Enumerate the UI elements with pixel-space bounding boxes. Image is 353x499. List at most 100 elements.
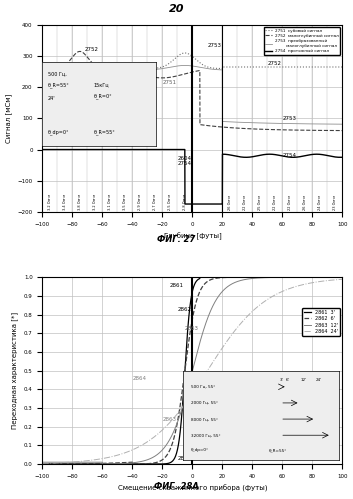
- Line: 2864  24': 2864 24': [42, 279, 342, 463]
- Text: 2863: 2863: [185, 325, 199, 330]
- 2863  12': [100, 461, 104, 467]
- 2863  12': [178, 411, 183, 417]
- Text: 2862: 2862: [185, 447, 199, 452]
- Text: 2752: 2752: [84, 47, 98, 52]
- Text: 22 Ом·м: 22 Ом·м: [288, 195, 292, 210]
- 2754: [340, 154, 345, 160]
- 2862  6': [186, 341, 191, 347]
- Text: 26 Ом·м: 26 Ом·м: [228, 195, 232, 210]
- 2862  6': [178, 401, 183, 407]
- Text: 2861: 2861: [178, 456, 191, 462]
- 2753: [40, 67, 44, 73]
- 2753: [331, 121, 336, 127]
- 2862  6': [332, 274, 336, 280]
- 2754: [331, 154, 336, 160]
- Line: 2752: 2752: [42, 51, 342, 131]
- 2754: [55, 147, 60, 153]
- 2752: [332, 128, 336, 134]
- 2752: [40, 65, 44, 71]
- 2862  6': [130, 461, 134, 467]
- Text: 2.5 Ом·м: 2.5 Ом·м: [168, 194, 172, 210]
- 2864  24': [40, 460, 44, 466]
- Text: 2753: 2753: [208, 43, 221, 48]
- 2864  24': [331, 277, 336, 283]
- 2751: [340, 64, 345, 70]
- Text: 3.5 Ом·м: 3.5 Ом·м: [123, 194, 127, 210]
- 2863  12': [55, 459, 60, 465]
- Text: ФИГ. 28А: ФИГ. 28А: [154, 482, 199, 491]
- 2751: [332, 64, 336, 70]
- Line: 2753: 2753: [42, 65, 342, 124]
- 2861  3': [40, 461, 44, 467]
- 2752: [186, 70, 191, 76]
- 2861  3': [55, 461, 60, 467]
- Text: 3.4 Ом·м: 3.4 Ом·м: [63, 194, 67, 210]
- 2861  3': [332, 274, 336, 280]
- Line: 2863  12': 2863 12': [42, 277, 342, 464]
- 2861  3': [277, 274, 281, 280]
- 2751: [40, 65, 44, 71]
- Text: 23 Ом·м: 23 Ом·м: [333, 195, 337, 210]
- 2753: [277, 120, 281, 126]
- Text: 2604: 2604: [178, 156, 191, 161]
- X-axis label: Глубина [футы]: Глубина [футы]: [163, 232, 221, 240]
- 2862  6': [331, 274, 336, 280]
- Text: 2752: 2752: [268, 61, 281, 66]
- 2752: [55, 65, 60, 71]
- Text: 2754: 2754: [282, 153, 297, 158]
- 2862  6': [40, 461, 44, 467]
- 2754: [178, 147, 183, 153]
- 2753: [340, 121, 345, 127]
- Text: 2861: 2861: [170, 282, 184, 287]
- Line: 2751: 2751: [42, 53, 342, 68]
- Text: 2.8 Ом·м: 2.8 Ом·м: [183, 194, 187, 210]
- Legend: 2751  субовый сигнал, 2752  малоглубинный сигнал, 2753  преобразованный
        : 2751 субовый сигнал, 2752 малоглубинный …: [264, 27, 340, 55]
- 2751: [186, 51, 191, 57]
- 2863  12': [332, 274, 336, 280]
- 2864  24': [276, 290, 281, 296]
- Text: 2862: 2862: [178, 307, 191, 312]
- Text: 2863: 2863: [162, 417, 176, 422]
- Text: 22 Ом·м: 22 Ом·м: [243, 195, 247, 210]
- Text: 20: 20: [169, 4, 184, 14]
- X-axis label: Смещение скважинного прибора (футы): Смещение скважинного прибора (футы): [118, 485, 267, 492]
- 2753: [332, 121, 336, 127]
- 2863  12': [186, 383, 191, 389]
- 2752: [340, 128, 345, 134]
- 2863  12': [40, 459, 44, 465]
- 2752: [331, 128, 336, 134]
- 2751: [178, 51, 183, 57]
- 2862  6': [340, 274, 345, 280]
- 2754: [277, 152, 281, 158]
- 2753: [183, 62, 187, 68]
- 2753: [186, 62, 191, 68]
- 2754: [186, 201, 191, 207]
- 2751: [277, 64, 281, 70]
- Text: 2.9 Ом·м: 2.9 Ом·м: [138, 194, 142, 210]
- 2754: [183, 201, 187, 207]
- 2863  12': [331, 274, 336, 280]
- Text: 2.7 Ом·м: 2.7 Ом·м: [153, 194, 157, 210]
- 2752: [78, 48, 82, 54]
- Text: 24 Ом·м: 24 Ом·м: [318, 195, 322, 210]
- 2754: [332, 154, 336, 160]
- Y-axis label: Переходная характеристика [*]: Переходная характеристика [*]: [12, 312, 18, 429]
- 2862  6': [277, 274, 281, 280]
- 2751: [331, 64, 336, 70]
- Line: 2754: 2754: [42, 150, 342, 204]
- Text: 2754: 2754: [178, 161, 191, 166]
- Text: 3.2 Ом·м: 3.2 Ом·м: [48, 194, 52, 210]
- 2754: [40, 147, 44, 153]
- 2864  24': [186, 397, 190, 403]
- 2864  24': [331, 277, 336, 283]
- Text: 2753: 2753: [282, 116, 297, 121]
- 2864  24': [55, 460, 60, 466]
- Text: ФИГ. 27: ФИГ. 27: [157, 235, 196, 244]
- 2861  3': [198, 274, 202, 280]
- Text: 3.2 Ом·м: 3.2 Ом·м: [93, 194, 97, 210]
- 2863  12': [277, 274, 281, 280]
- 2861  3': [340, 274, 345, 280]
- Text: 3.1 Ом·м: 3.1 Ом·м: [108, 194, 112, 210]
- 2864  24': [178, 407, 183, 413]
- 2751: [55, 65, 60, 71]
